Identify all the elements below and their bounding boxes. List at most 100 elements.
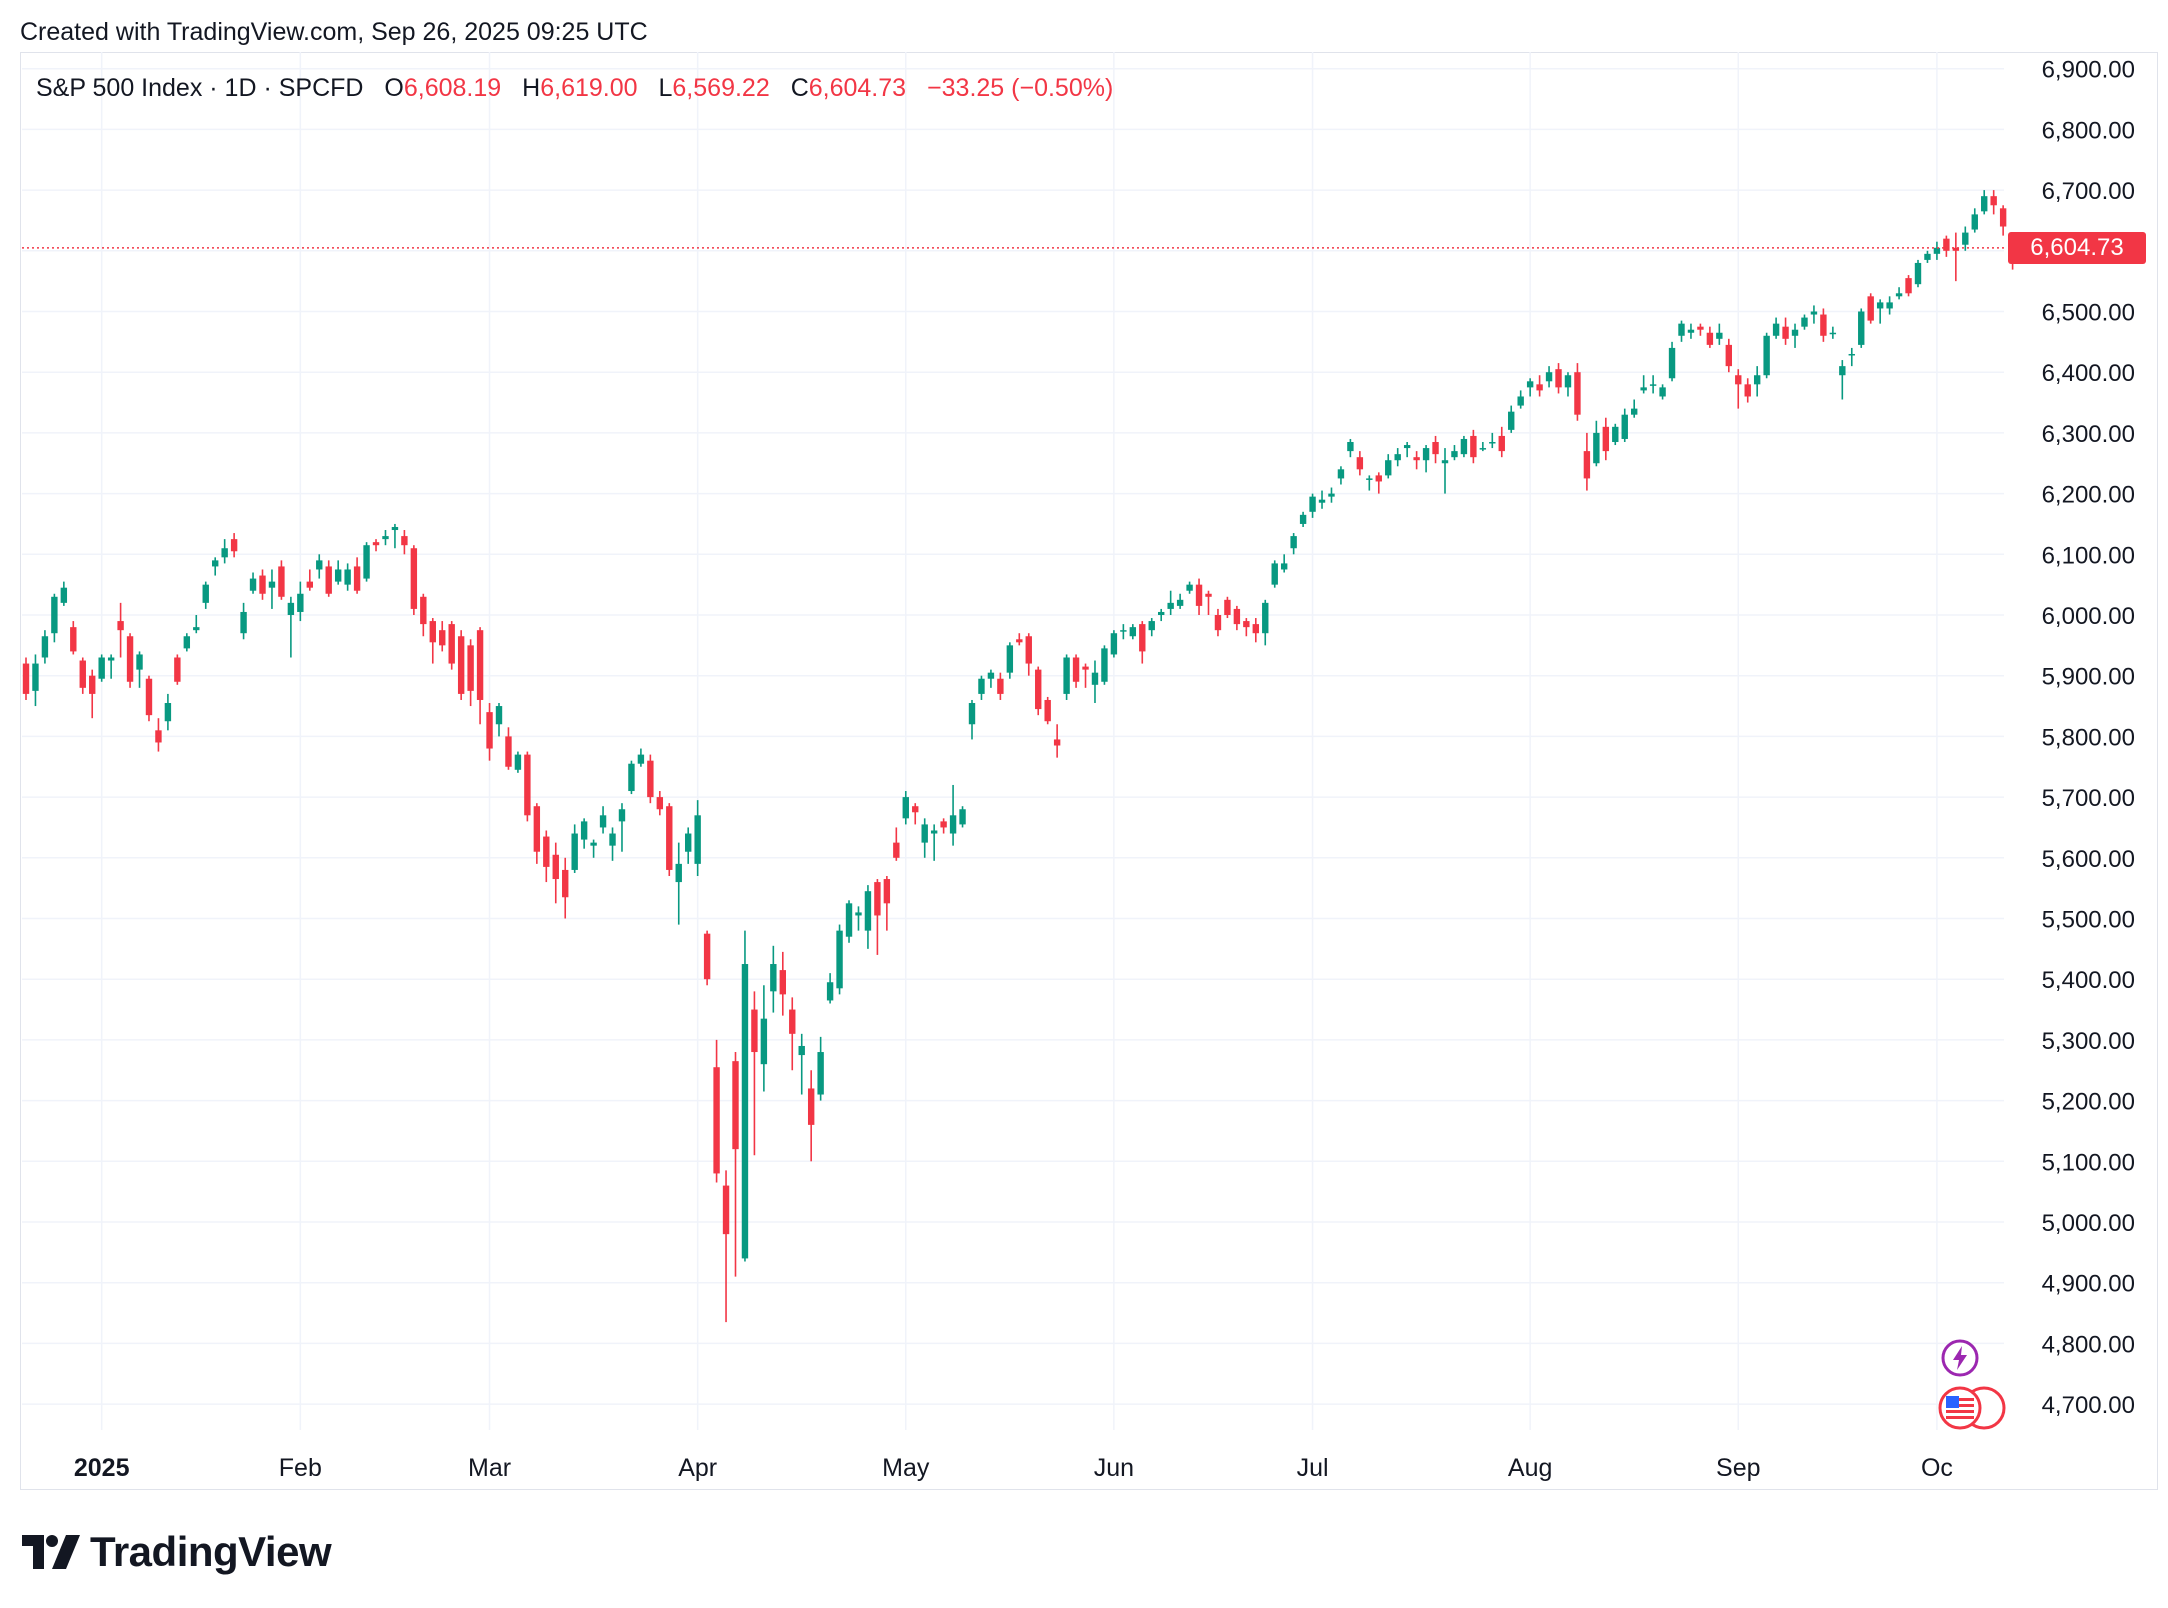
candle[interactable] bbox=[325, 560, 332, 597]
candle[interactable] bbox=[1782, 317, 1789, 345]
us-flag-icon[interactable] bbox=[1936, 1386, 2010, 1430]
candle[interactable] bbox=[533, 803, 541, 864]
candle[interactable] bbox=[666, 803, 673, 877]
candle[interactable] bbox=[117, 602, 124, 658]
candle[interactable] bbox=[1385, 454, 1392, 479]
candle[interactable] bbox=[1195, 578, 1203, 615]
candle[interactable] bbox=[60, 581, 68, 606]
candle[interactable] bbox=[1489, 432, 1496, 449]
candle[interactable] bbox=[1763, 332, 1770, 379]
candle[interactable] bbox=[126, 633, 134, 688]
candle[interactable] bbox=[893, 827, 900, 861]
candle[interactable] bbox=[1649, 375, 1657, 394]
candle[interactable] bbox=[1820, 308, 1827, 342]
candle[interactable] bbox=[1631, 399, 1638, 418]
candle[interactable] bbox=[1309, 493, 1316, 518]
candle[interactable] bbox=[864, 885, 872, 949]
candle[interactable] bbox=[732, 1052, 739, 1277]
candle[interactable] bbox=[997, 672, 1004, 700]
candle[interactable] bbox=[1347, 438, 1354, 458]
candle[interactable] bbox=[1829, 326, 1837, 339]
candle[interactable] bbox=[1895, 287, 1903, 300]
candle[interactable] bbox=[1318, 490, 1326, 509]
candle[interactable] bbox=[798, 1033, 805, 1095]
candle[interactable] bbox=[1545, 366, 1553, 388]
candle[interactable] bbox=[89, 669, 96, 719]
candle[interactable] bbox=[1716, 323, 1723, 345]
candle[interactable] bbox=[505, 727, 512, 770]
candle[interactable] bbox=[1252, 618, 1259, 643]
candle[interactable] bbox=[1158, 608, 1165, 622]
candle[interactable] bbox=[694, 800, 701, 877]
candle[interactable] bbox=[1025, 633, 1032, 676]
candle[interactable] bbox=[722, 1170, 730, 1323]
candle[interactable] bbox=[959, 806, 966, 828]
candle[interactable] bbox=[136, 651, 143, 688]
candle[interactable] bbox=[571, 824, 578, 873]
candle[interactable] bbox=[1375, 472, 1382, 494]
candle[interactable] bbox=[1044, 696, 1051, 725]
candle[interactable] bbox=[1943, 235, 1950, 257]
candle[interactable] bbox=[429, 618, 436, 664]
candle[interactable] bbox=[1366, 475, 1373, 491]
candle[interactable] bbox=[703, 930, 711, 986]
candle[interactable] bbox=[902, 791, 909, 825]
candle[interactable] bbox=[1668, 341, 1676, 382]
candle[interactable] bbox=[1990, 190, 1997, 215]
candle[interactable] bbox=[297, 581, 304, 622]
candle[interactable] bbox=[1839, 360, 1846, 400]
candle[interactable] bbox=[1205, 590, 1212, 615]
candle[interactable] bbox=[713, 1039, 720, 1183]
candle[interactable] bbox=[628, 760, 635, 795]
candle[interactable] bbox=[467, 639, 474, 707]
candle[interactable] bbox=[372, 539, 380, 552]
candle[interactable] bbox=[51, 593, 58, 643]
candle[interactable] bbox=[543, 830, 550, 883]
candle[interactable] bbox=[789, 997, 796, 1071]
candle[interactable] bbox=[1612, 423, 1619, 446]
candle[interactable] bbox=[306, 569, 313, 591]
candle[interactable] bbox=[1508, 405, 1515, 433]
candle[interactable] bbox=[637, 748, 645, 767]
candle[interactable] bbox=[1602, 417, 1610, 461]
candle[interactable] bbox=[1810, 305, 1818, 324]
candlestick-chart[interactable]: 6,900.006,800.006,700.006,600.006,500.00… bbox=[0, 0, 2168, 1500]
candle[interactable] bbox=[1186, 581, 1193, 594]
candle[interactable] bbox=[883, 876, 891, 931]
candle[interactable] bbox=[1422, 445, 1430, 473]
candle[interactable] bbox=[1148, 618, 1155, 637]
candle[interactable] bbox=[1933, 241, 1941, 260]
candle[interactable] bbox=[382, 530, 389, 546]
candle[interactable] bbox=[1791, 323, 1799, 348]
candle[interactable] bbox=[1498, 426, 1505, 458]
candle[interactable] bbox=[675, 842, 682, 925]
candle[interactable] bbox=[1129, 624, 1137, 640]
candle[interactable] bbox=[618, 803, 626, 852]
candle[interactable] bbox=[599, 806, 607, 834]
candle[interactable] bbox=[1271, 560, 1278, 588]
candle[interactable] bbox=[741, 930, 749, 1262]
candle[interactable] bbox=[1687, 323, 1695, 339]
candle[interactable] bbox=[940, 818, 947, 834]
chart-frame[interactable] bbox=[20, 52, 2158, 1490]
candle[interactable] bbox=[1952, 232, 1960, 282]
candle[interactable] bbox=[1555, 363, 1562, 394]
candle[interactable] bbox=[41, 630, 49, 664]
tradingview-logo[interactable]: TradingView bbox=[22, 1528, 332, 1575]
candle[interactable] bbox=[855, 906, 862, 931]
candle[interactable] bbox=[22, 657, 30, 700]
candle[interactable] bbox=[1460, 435, 1468, 458]
candle[interactable] bbox=[439, 621, 446, 652]
candle[interactable] bbox=[921, 818, 928, 858]
candle[interactable] bbox=[1016, 633, 1023, 646]
candle[interactable] bbox=[145, 675, 153, 722]
candle[interactable] bbox=[174, 654, 181, 685]
candle[interactable] bbox=[826, 973, 834, 1004]
candle[interactable] bbox=[770, 945, 777, 1013]
candle[interactable] bbox=[259, 569, 266, 600]
candle[interactable] bbox=[1536, 375, 1543, 397]
candle[interactable] bbox=[562, 857, 569, 919]
candle[interactable] bbox=[912, 803, 919, 825]
candle[interactable] bbox=[1101, 645, 1108, 685]
candle[interactable] bbox=[1479, 442, 1487, 452]
